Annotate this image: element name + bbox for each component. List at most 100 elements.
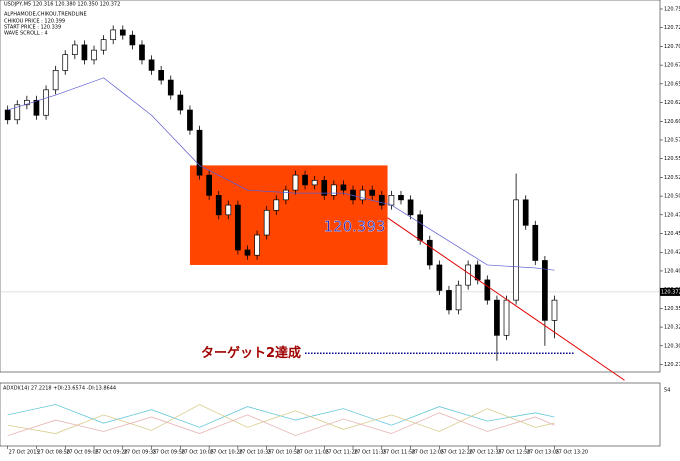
candle-body	[436, 264, 443, 291]
x-tick-label: 27 Oct 10:05	[181, 450, 214, 456]
price-label: 120.372	[661, 289, 680, 295]
candle-body	[292, 174, 299, 191]
candle-body	[215, 195, 222, 216]
y-tick-label: 120.525	[664, 175, 680, 181]
candle-body	[407, 199, 414, 216]
x-tick-label: 27 Oct 09:05	[66, 450, 99, 456]
candle-body	[119, 29, 126, 36]
candle-body	[110, 29, 117, 41]
y-tick-label: 120.425	[664, 250, 680, 256]
indicator-line	[7, 404, 555, 428]
candle-body	[148, 59, 155, 71]
y-tick-label: 120.750	[664, 6, 680, 12]
candle-body	[100, 39, 107, 51]
indicator-line	[7, 412, 555, 437]
candle-body	[139, 44, 145, 61]
x-tick-label: 27 Oct 09:35	[124, 450, 157, 456]
y-tick-label: 120.500	[664, 194, 680, 200]
note: ALPHAMODE,CHIKOU,TRENDLINE	[4, 12, 87, 18]
x-tick-label: 27 Oct 11:50	[383, 450, 416, 456]
y-tick-label: 120.550	[664, 156, 680, 162]
box	[189, 165, 388, 265]
price-label-bg	[660, 287, 680, 296]
candle-body	[158, 70, 165, 81]
candle-body	[254, 234, 260, 256]
candle-body	[426, 239, 433, 266]
indicator-tick-label: 54	[664, 388, 670, 394]
x-tick-label: 27 Oct 12:05	[412, 450, 445, 456]
candle-body	[62, 54, 69, 71]
candle-body	[455, 284, 462, 311]
x-tick-label: 27 Oct 10:20	[210, 450, 243, 456]
candle-body	[503, 299, 510, 336]
candle-body	[369, 189, 376, 196]
y-tick-label: 120.300	[664, 343, 680, 349]
candle-body	[14, 104, 21, 121]
candle-body	[196, 129, 203, 176]
y-tick-label: 120.725	[664, 25, 680, 31]
candle-body	[177, 94, 184, 111]
y-tick-label: 120.450	[664, 231, 680, 237]
candle-body	[378, 195, 385, 206]
candle-body	[513, 199, 519, 301]
y-tick-label: 120.700	[664, 44, 680, 50]
y-tick-label: 120.275	[664, 362, 680, 368]
candle-body	[167, 79, 174, 96]
y-tick-label: 120.650	[664, 81, 680, 87]
candle-body	[129, 34, 136, 46]
candle-body	[330, 184, 337, 196]
candle-body	[532, 224, 539, 261]
chart-title: USDJPY,M5 120.316 120.380 120.350 120.37…	[4, 2, 120, 8]
candle-body	[465, 264, 471, 286]
x-tick-label: 27 Oct 11:35	[354, 450, 387, 456]
candle-body	[522, 199, 529, 226]
y-tick-label: 120.325	[664, 325, 680, 331]
candle-body	[225, 204, 232, 216]
candle-body	[4, 109, 11, 121]
x-tick-label: 27 Oct 12:50	[498, 450, 531, 456]
note: WAVE SCROLL : 4	[4, 31, 48, 37]
candle-body	[398, 195, 404, 201]
candle-body	[206, 174, 212, 196]
x-tick-label: 27 Oct 11:05	[296, 450, 329, 456]
candle-body	[263, 209, 270, 236]
candle-body	[187, 109, 193, 131]
indicator-panel	[0, 382, 661, 447]
candle-body	[283, 189, 289, 201]
box-label: 120.393	[324, 218, 386, 236]
note: CHIKOU PRICE : 120.399	[4, 19, 65, 25]
x-tick-label: 27 Oct 09:20	[95, 450, 128, 456]
candle-body	[321, 180, 328, 196]
target-text: ターゲット2達成	[201, 345, 301, 361]
candle-body	[244, 249, 251, 256]
candle-body	[542, 260, 548, 321]
candle-body	[484, 279, 491, 301]
note: START PRICE : 120.339	[4, 25, 61, 31]
x-tick-label: 27 Oct 12:35	[469, 450, 502, 456]
indicator-title: ADXDI(14) 27.2218 +DI:23.6574 -DI:13.864…	[3, 386, 116, 392]
candle-body	[33, 99, 40, 116]
y-tick-label: 120.575	[664, 137, 680, 143]
y-tick-label: 120.400	[664, 268, 680, 274]
candle-body	[311, 180, 318, 186]
y-tick-label: 120.350	[664, 306, 680, 312]
candle-body	[551, 299, 558, 321]
x-tick-label: 27 Oct 13:20	[555, 450, 588, 456]
candle-body	[340, 184, 347, 191]
x-tick-label: 27 Oct 09:50	[153, 450, 186, 456]
y-tick-label: 120.625	[664, 100, 680, 106]
y-tick-label: 120.475	[664, 212, 680, 218]
x-tick-label: 27 Oct 2015	[9, 450, 40, 456]
candle-body	[359, 189, 366, 201]
candle-body	[43, 89, 49, 116]
candle-body	[446, 290, 452, 311]
trendline	[387, 217, 625, 381]
candle-body	[81, 44, 88, 61]
candle-body	[474, 264, 481, 281]
y-tick-label: 120.600	[664, 119, 680, 125]
y-tick-label: 120.675	[664, 63, 680, 69]
candle-body	[71, 44, 78, 55]
x-tick-label: 27 Oct 12:20	[440, 450, 473, 456]
candle-body	[417, 214, 424, 241]
